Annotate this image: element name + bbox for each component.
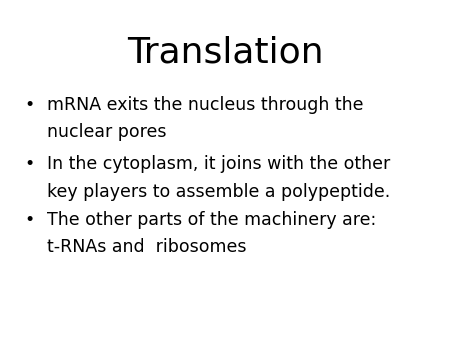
Text: Translation: Translation bbox=[127, 35, 323, 70]
Text: •: • bbox=[25, 155, 35, 173]
Text: mRNA exits the nucleus through the: mRNA exits the nucleus through the bbox=[47, 96, 364, 114]
Text: •: • bbox=[25, 96, 35, 114]
Text: nuclear pores: nuclear pores bbox=[47, 123, 167, 141]
Text: In the cytoplasm, it joins with the other: In the cytoplasm, it joins with the othe… bbox=[47, 155, 391, 173]
Text: The other parts of the machinery are:: The other parts of the machinery are: bbox=[47, 211, 377, 229]
Text: t-RNAs and  ribosomes: t-RNAs and ribosomes bbox=[47, 238, 247, 256]
Text: •: • bbox=[25, 211, 35, 229]
Text: key players to assemble a polypeptide.: key players to assemble a polypeptide. bbox=[47, 183, 391, 200]
